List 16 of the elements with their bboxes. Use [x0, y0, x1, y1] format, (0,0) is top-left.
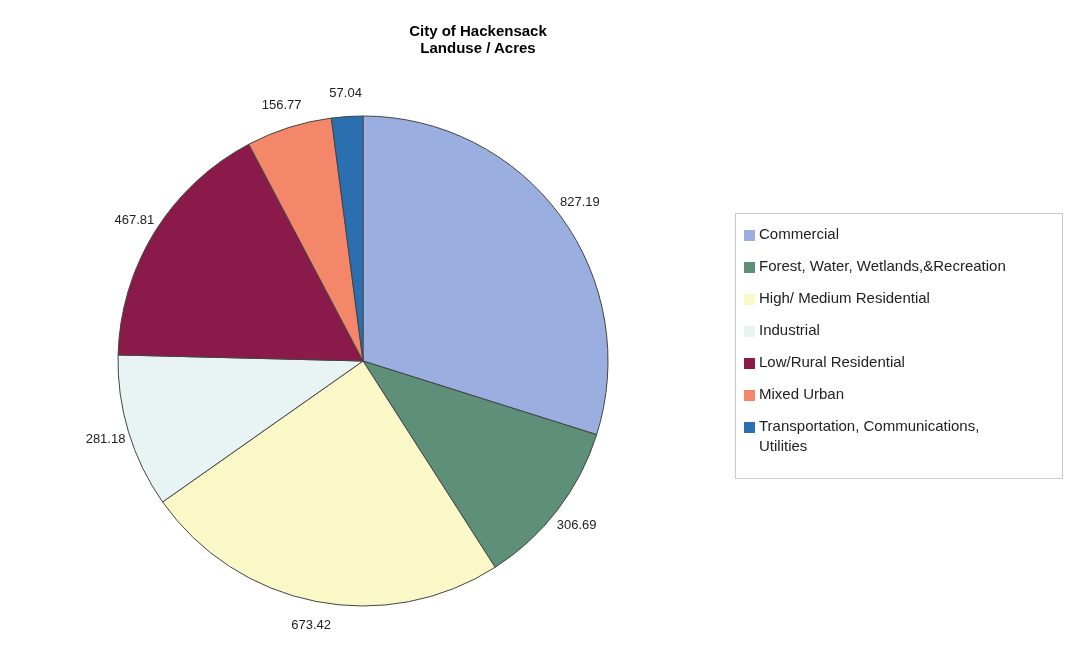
data-label: 281.18 [85, 431, 126, 447]
legend-label: Mixed Urban [759, 384, 846, 404]
data-label: 57.04 [329, 85, 362, 101]
legend-label: Industrial [759, 320, 821, 340]
legend-label: Commercial [759, 224, 840, 244]
legend-label: Low/Rural Residential [759, 352, 906, 372]
chart-title: City of Hackensack [408, 22, 548, 39]
data-label: 156.77 [261, 97, 302, 113]
legend-label: Forest, Water, Wetlands,&Recreation [759, 256, 1007, 276]
chart-subtitle: Landuse / Acres [419, 39, 537, 56]
data-label: 673.42 [291, 617, 332, 633]
data-label: 827.19 [560, 194, 600, 210]
data-label: 467.81 [114, 211, 155, 227]
data-label: 306.69 [556, 516, 597, 532]
legend-label: High/ Medium Residential [759, 288, 931, 308]
legend-label: Transportation, Communications, Utilities [759, 416, 981, 456]
